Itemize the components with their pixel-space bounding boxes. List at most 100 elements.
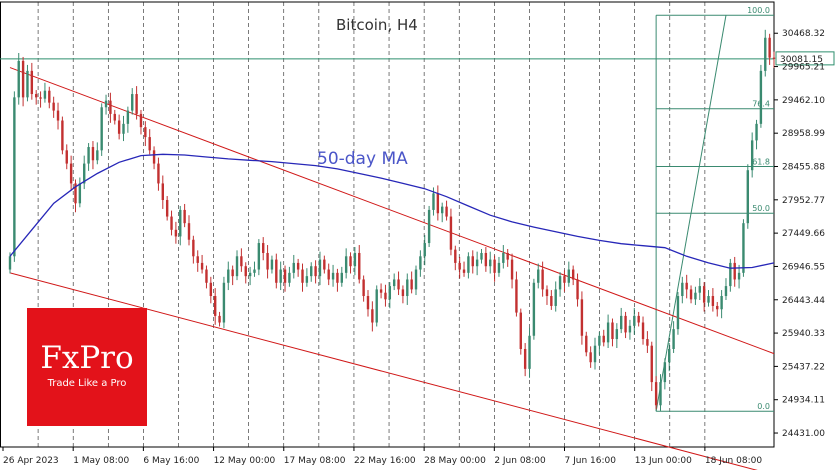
logo-tagline: Trade Like a Pro [47,378,127,389]
y-tick-label: 28455.88 [782,162,825,172]
candle-body [52,102,55,111]
candle-body [296,262,300,270]
candle-body [91,147,95,161]
candle-body [344,256,348,273]
candle-body [419,256,422,270]
chart-title: Bitcoin, H4 [336,16,418,34]
candle-body [157,163,160,184]
candle-body [148,137,151,151]
candle-body [768,37,771,58]
x-tick-label: 28 May 00:00 [424,456,486,466]
candle-body [628,325,632,333]
x-tick-label: 2 Jun 08:00 [494,456,546,466]
candle-body [165,199,169,217]
candle-body [676,296,680,330]
candle-body [558,276,562,290]
candle-body [340,272,343,283]
candle-body [502,252,505,263]
candle-body [589,352,592,363]
candle-body [48,90,51,103]
fib-trend-line [655,15,727,412]
fib-level-label: 50.0 [752,204,770,213]
candle-body [323,259,326,270]
candle-body [353,252,357,267]
channel-upper-line [9,67,775,355]
x-tick-label: 7 Jun 16:00 [565,456,617,466]
candle-body [314,266,317,277]
candle-body [288,272,291,283]
candle-body [484,252,488,267]
candle-body [362,279,365,297]
candle-body [275,259,278,283]
candle-body [462,269,466,273]
candle-body [685,282,688,290]
candle-body [458,262,461,270]
x-tick-label: 6 May 16:00 [143,456,199,466]
plot-frame [0,1,775,448]
candle-body [646,339,649,346]
candle-body [532,282,536,336]
candle-body [563,276,566,283]
candle-body [122,123,125,134]
candle-body [222,282,226,323]
candle-body [183,209,186,224]
y-tick-label: 25437.22 [782,362,825,372]
y-tick-label: 30468.32 [782,29,825,39]
candle-body [270,259,274,270]
candle-body [619,315,623,330]
candle-body [698,286,701,293]
candle-body [96,150,99,161]
candle-body [681,282,684,297]
y-tick-label: 26443.44 [782,296,825,306]
candle-body [13,97,16,257]
candle-body [737,272,741,280]
current-price-label: 30081.15 [780,55,823,65]
x-axis: 26 Apr 2023 1 May 08:00 6 May 16:00 12 May … [2,447,762,466]
candle-body [152,150,156,164]
candle-body [650,345,653,383]
x-tick-label: 18 Jun 08:00 [705,456,762,466]
candle-body [43,90,47,99]
candle-body [253,269,256,273]
candle-body [310,266,313,277]
x-tick-label: 13 Jun 00:00 [635,456,692,466]
candle-body [702,286,706,303]
candle-body [283,269,287,283]
candle-body [659,382,662,406]
candle-body [654,382,658,406]
candle-body [550,296,553,306]
candle-body [755,123,758,141]
candle-body [100,107,103,151]
y-tick-label: 24431.00 [782,429,825,439]
candle-body [497,262,501,273]
candle-body [139,113,143,128]
candle-body [545,289,549,297]
candle-body [26,70,29,98]
candle-body [305,276,309,283]
candle-body [759,70,763,124]
candle-body [104,100,108,108]
candle-body [388,286,392,300]
candle-body [392,279,396,287]
candle-body [410,279,413,290]
candle-body [266,252,269,270]
candle-body [528,335,531,369]
candle-body [441,206,444,214]
candle-body [611,322,614,340]
candle-body [279,269,282,283]
candle-body [174,229,178,237]
candle-body [56,110,60,121]
candle-body [414,269,418,290]
candle-body [61,120,64,151]
candle-body [672,329,675,349]
candlesticks [8,29,776,411]
candle-body [606,322,610,343]
y-tick-label: 29965.21 [782,63,825,73]
candle-body [602,335,605,343]
candle-body [633,315,636,326]
candle-body [331,272,335,280]
candle-body [454,249,457,263]
candle-body [689,289,693,300]
